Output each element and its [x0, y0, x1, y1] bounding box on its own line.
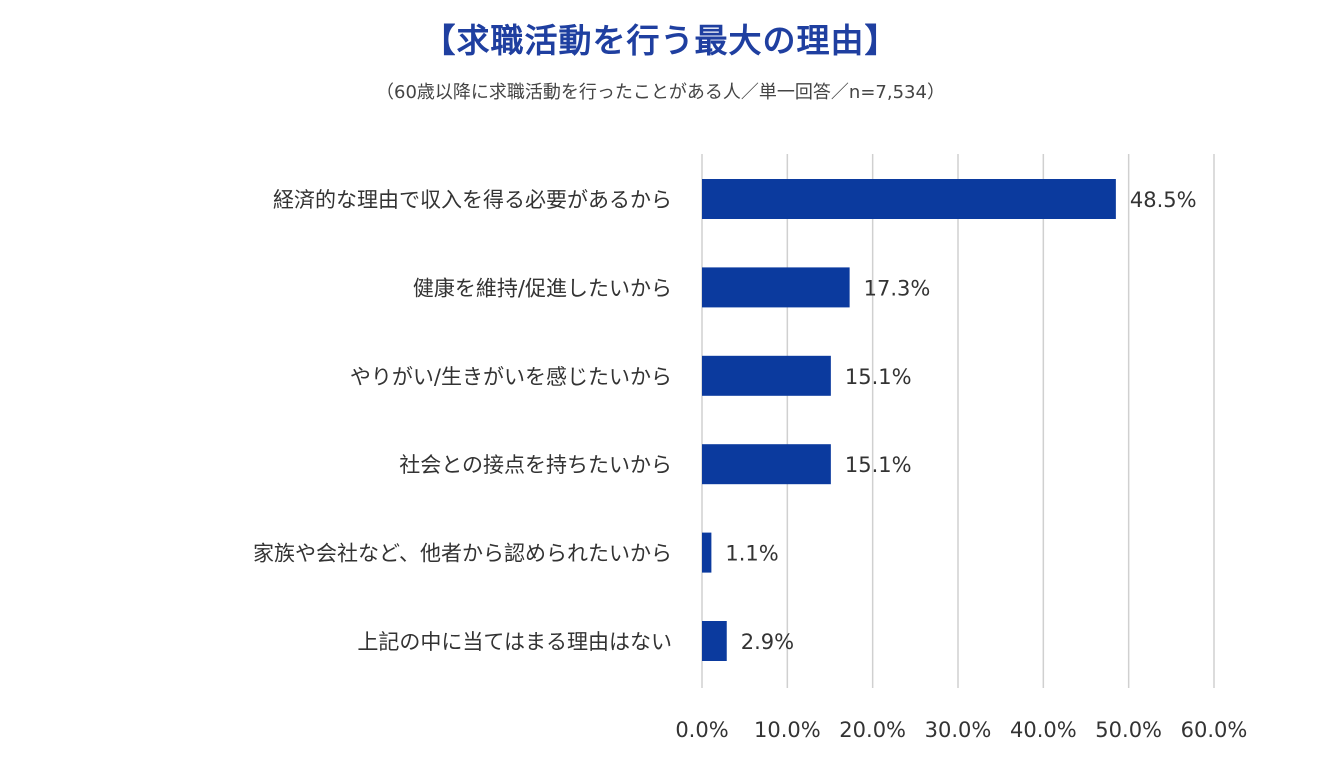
x-tick-label: 60.0% — [1181, 718, 1248, 742]
x-tick-label: 10.0% — [754, 718, 821, 742]
category-label: 社会との接点を持ちたいから — [399, 453, 672, 477]
bar — [702, 444, 831, 485]
grid-layer — [701, 154, 1215, 688]
x-tick-label: 20.0% — [839, 718, 906, 742]
x-tick-label: 30.0% — [925, 718, 992, 742]
category-label: 家族や会社など、他者から認められたいから — [253, 542, 672, 566]
value-label: 15.1% — [845, 365, 912, 389]
chart-title: 【求職活動を行う最大の理由】 — [422, 21, 899, 60]
value-label: 48.5% — [1130, 188, 1197, 212]
category-label: 経済的な理由で収入を得る必要があるから — [273, 188, 672, 212]
value-label: 17.3% — [864, 276, 931, 300]
bar — [702, 621, 727, 661]
bar — [702, 355, 831, 396]
chart-subtitle: （60歳以降に求職活動を行ったことがある人／単一回答／n=7,534） — [376, 82, 945, 103]
x-tick-label: 40.0% — [1010, 718, 1077, 742]
x-tick-label: 0.0% — [675, 718, 728, 742]
x-tick-label: 50.0% — [1095, 718, 1162, 742]
label-layer: 経済的な理由で収入を得る必要があるから 48.5% 健康を維持/促進したいから 17.… — [253, 188, 1197, 654]
bar — [702, 267, 850, 308]
bar — [702, 532, 712, 573]
tick-layer: 0.0% 10.0% 20.0% 30.0% 40.0% 50.0% 60.0% — [675, 718, 1247, 742]
value-label: 1.1% — [725, 542, 778, 566]
category-label: やりがい/生きがいを感じたいから — [350, 365, 672, 389]
category-label: 健康を維持/促進したいから — [413, 276, 672, 300]
bar — [702, 179, 1116, 219]
value-label: 15.1% — [845, 453, 912, 477]
category-label: 上記の中に当てはまる理由はない — [357, 630, 672, 654]
bar-layer — [702, 179, 1116, 661]
value-label: 2.9% — [741, 630, 794, 654]
